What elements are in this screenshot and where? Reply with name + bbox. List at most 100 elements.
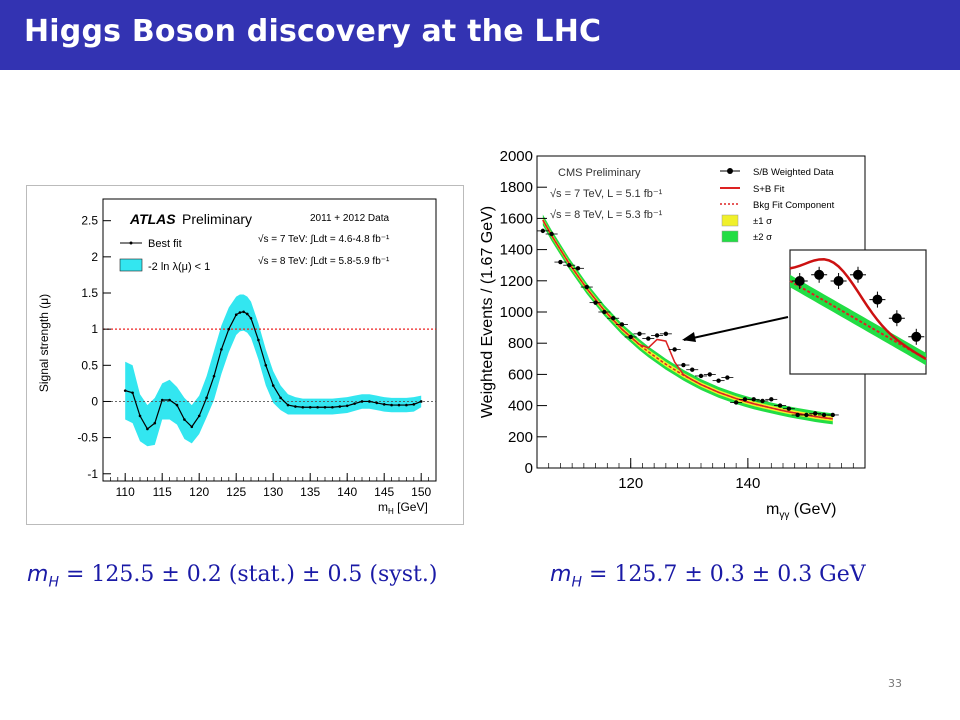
cms-xtick-label: 140 <box>735 475 760 492</box>
cms-ytick-label: 600 <box>508 366 533 383</box>
cms-zoom-inset <box>789 249 927 375</box>
inset-data-point <box>814 269 825 280</box>
inset-data-point <box>872 294 883 305</box>
atlas-best-fit-point <box>220 348 223 351</box>
atlas-legend-best-fit: Best fit <box>148 238 182 250</box>
atlas-best-fit-point <box>160 398 164 402</box>
inset-2sigma-band <box>790 274 926 366</box>
cms-data-point <box>830 412 835 418</box>
atlas-header: Preliminary <box>182 211 252 227</box>
atlas-best-fit-point <box>279 396 282 400</box>
cms-legend-data: S/B Weighted Data <box>753 167 834 178</box>
atlas-best-fit-point <box>405 403 408 407</box>
cms-data-point <box>628 334 633 340</box>
cms-data-point <box>698 373 704 379</box>
atlas-energy-8: √s = 8 TeV: ∫Ldt = 5.8-5.9 fb⁻¹ <box>258 255 390 267</box>
atlas-ytick-label: -1 <box>87 467 98 481</box>
atlas-best-fit-point <box>205 396 208 400</box>
cms-data-point <box>725 375 730 380</box>
atlas-best-fit-point <box>338 405 342 408</box>
atlas-ytick-label: 0 <box>91 394 98 408</box>
cms-data-point <box>567 263 572 268</box>
cms-ytick-label: 800 <box>508 335 533 352</box>
cms-data-point <box>637 331 642 337</box>
inset-data-point <box>794 276 805 286</box>
cms-energy-7: √s = 7 TeV, L = 5.1 fb⁻¹ <box>550 188 663 200</box>
legend-1sigma-swatch <box>721 214 739 227</box>
atlas-best-fit-point <box>175 403 179 407</box>
atlas-best-fit-point <box>131 391 134 395</box>
cms-xtick-label: 120 <box>618 475 643 492</box>
atlas-best-fit-point <box>323 405 327 409</box>
cms-data-point <box>654 333 660 338</box>
atlas-best-fit-point <box>368 400 371 403</box>
atlas-xtick-label: 110 <box>116 485 135 499</box>
cms-data-point <box>821 412 827 418</box>
atlas-best-fit-point <box>183 418 186 421</box>
atlas-best-fit-point <box>397 403 401 407</box>
cms-ytick-label: 1000 <box>500 304 533 321</box>
atlas-best-fit-point <box>238 311 242 314</box>
cms-header: CMS Preliminary <box>558 167 641 179</box>
atlas-xtick-label: 145 <box>374 485 394 499</box>
cms-data-point <box>540 228 546 234</box>
cms-ytick-label: 400 <box>508 398 533 415</box>
atlas-xtick-label: 130 <box>263 485 283 499</box>
legend-band-swatch <box>119 258 143 272</box>
cms-data-point <box>593 300 598 305</box>
atlas-best-fit-point <box>390 403 393 407</box>
atlas-best-fit-point <box>412 403 416 406</box>
cms-data-point <box>602 309 607 315</box>
zoom-arrow <box>683 316 789 341</box>
cms-data-point <box>742 397 748 402</box>
cms-ytick-label: 1800 <box>500 179 533 196</box>
cms-data-point <box>733 400 739 405</box>
legend-data-dot <box>727 168 733 174</box>
cms-data-point <box>619 322 625 327</box>
cms-diphoton-mass-chart: 120 1400200400600800100012001400160018002… <box>479 150 927 521</box>
cms-ytick-label: 1600 <box>500 210 533 227</box>
atlas-best-fit-point <box>249 317 253 320</box>
atlas-xtick-label: 120 <box>189 485 209 499</box>
cms-data-point <box>610 316 616 321</box>
cms-data-point <box>813 411 818 416</box>
atlas-mass-formula: mH = 125.5 ± 0.2 (stat.) ± 0.5 (syst.) <box>27 562 438 591</box>
atlas-best-fit-point <box>308 405 312 409</box>
atlas-best-fit-point <box>375 401 379 405</box>
cms-ytick-label: 2000 <box>500 150 533 165</box>
atlas-legend-band: -2 ln λ(μ) < 1 <box>148 261 210 273</box>
atlas-best-fit-point <box>271 384 275 387</box>
cms-data-point <box>804 412 809 418</box>
atlas-best-fit-point <box>316 405 319 409</box>
atlas-best-fit-point <box>360 400 364 403</box>
slide-title: Higgs Boson discovery at the LHC <box>24 14 602 49</box>
atlas-xtick-label: 150 <box>411 485 431 499</box>
cms-data-point <box>558 259 563 265</box>
atlas-uncertainty-band <box>125 294 422 447</box>
page-number: 33 <box>888 677 902 690</box>
atlas-best-fit-point <box>331 405 334 409</box>
cms-data-point <box>646 336 651 341</box>
atlas-signal-strength-chart: 110 115 120 125 130 135 140 145 150 -1 -0.5 0 0.5 1 1.… <box>26 185 464 525</box>
atlas-plot-area <box>102 198 437 482</box>
cms-data-point <box>575 266 581 271</box>
atlas-best-fit-point <box>286 403 290 407</box>
atlas-ylabel: Signal strength (μ) <box>37 294 51 392</box>
cms-data-point <box>760 398 765 404</box>
cms-data-point <box>690 367 695 372</box>
atlas-best-fit-point <box>234 313 238 316</box>
atlas-best-fit-point <box>419 400 423 403</box>
atlas-best-fit-point <box>301 405 305 409</box>
atlas-best-fit-point <box>345 404 349 408</box>
cms-energy-8: √s = 8 TeV, L = 5.3 fb⁻¹ <box>550 209 663 221</box>
atlas-xtick-label: 135 <box>300 485 320 499</box>
cms-data-point <box>786 406 792 411</box>
cms-legend-2sigma: ±2 σ <box>753 232 772 243</box>
atlas-best-fit-point <box>212 374 216 378</box>
atlas-best-fit-point <box>146 427 149 431</box>
atlas-best-fit-point <box>168 398 171 402</box>
cms-ytick-label: 1400 <box>500 242 533 259</box>
atlas-best-fit-point <box>382 403 386 406</box>
atlas-best-fit-point <box>257 338 260 342</box>
cms-xlabel: mγγ (GeV) <box>766 501 836 521</box>
